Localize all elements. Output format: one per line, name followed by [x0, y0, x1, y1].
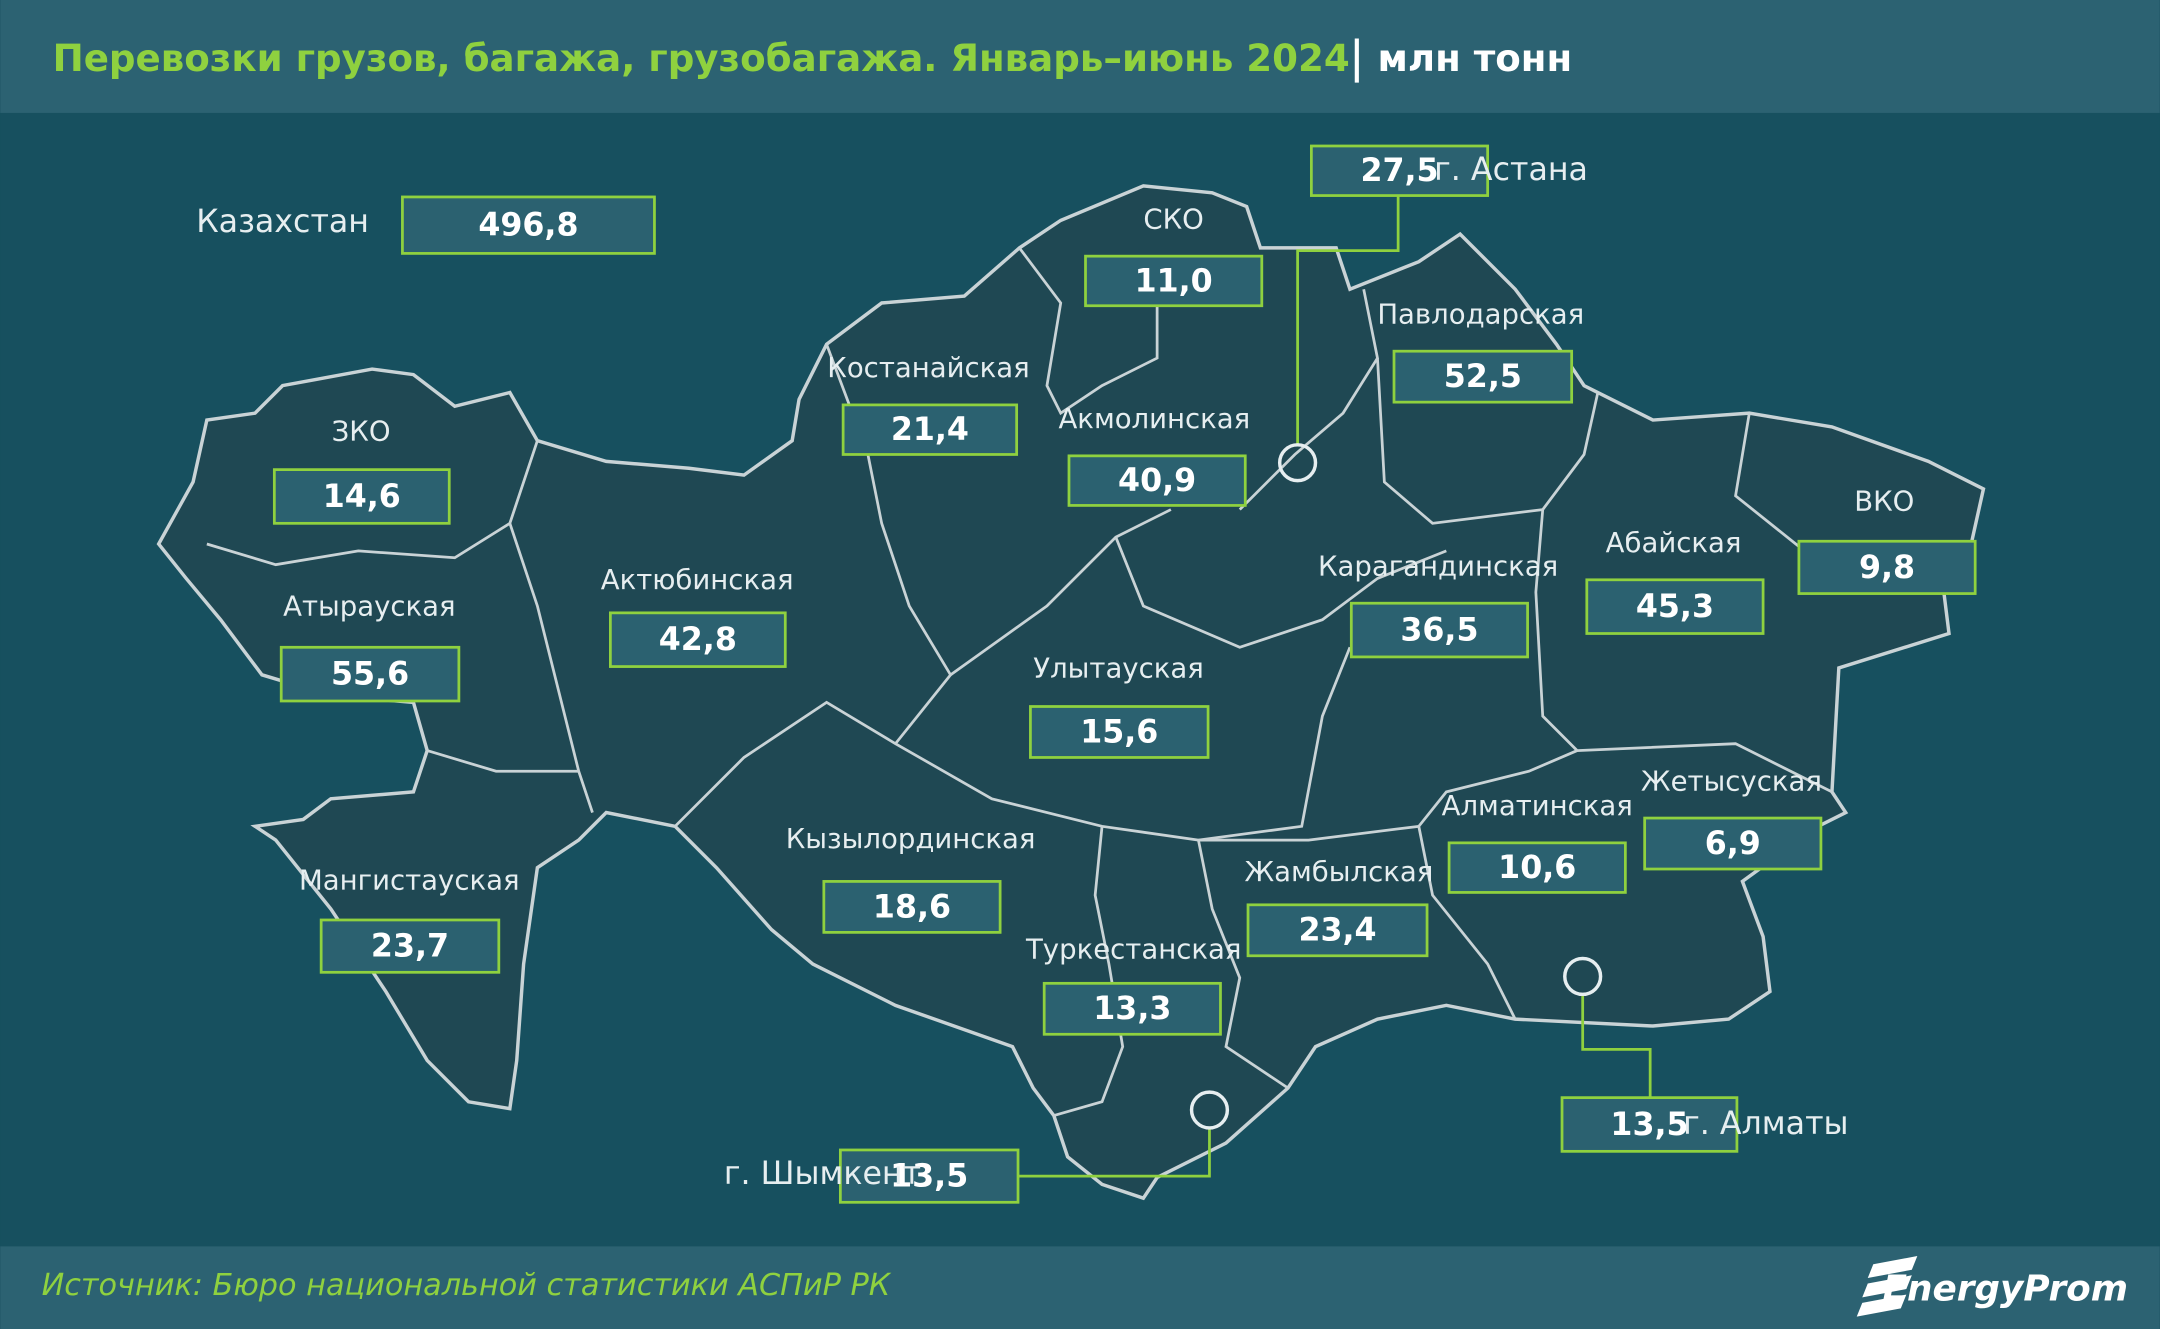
region-name: Акмолинская: [1058, 403, 1250, 435]
value-box: [841, 403, 1019, 456]
value-label: 36,5: [1400, 612, 1478, 648]
region-name: Атырауская: [283, 590, 455, 622]
value-box: [1309, 144, 1490, 197]
value-label: 23,7: [371, 929, 449, 965]
value-box: [401, 195, 656, 255]
value-box: [1560, 1096, 1739, 1153]
value-label: 23,4: [1298, 913, 1376, 949]
value-box: [1084, 254, 1264, 308]
region-name: Жамбылская: [1245, 856, 1434, 888]
title: Перевозки грузов, багажа, грузобагажа. Я…: [53, 36, 1350, 80]
leader-line: [1581, 994, 1652, 1098]
value-box: [279, 645, 461, 703]
region-name: Карагандинская: [1318, 550, 1558, 582]
value-box: [1447, 841, 1627, 894]
value-box: [822, 880, 1002, 934]
city-marker: [1563, 956, 1603, 997]
logo: EnergyProm: [1883, 1268, 2129, 1309]
value-box: [319, 918, 501, 974]
header-band: [0, 0, 2160, 113]
value-label: 13,5: [1610, 1107, 1688, 1143]
unit: млн тонн: [1377, 36, 1572, 80]
city-name: г. Астана: [1434, 152, 1588, 188]
value-label: 496,8: [478, 208, 578, 244]
value-label: 18,6: [873, 889, 951, 925]
city-name: г. Алматы: [1683, 1106, 1848, 1142]
value-label: 45,3: [1636, 589, 1714, 625]
value-label: 27,5: [1360, 153, 1438, 189]
region-name: Мангистауская: [299, 864, 520, 896]
region-name: ЗКО: [332, 415, 391, 447]
footer-band: [0, 1246, 2160, 1329]
region-borders: [206, 247, 1833, 1117]
value-label: 13,3: [1093, 991, 1171, 1027]
value-label: 14,6: [323, 479, 401, 515]
value-label: 9,8: [1859, 550, 1915, 586]
value-label: 13,5: [890, 1159, 968, 1195]
value-box: [608, 611, 787, 668]
value-box: [1585, 578, 1765, 635]
value-label: 52,5: [1444, 359, 1522, 395]
region-name: Кызылординская: [786, 823, 1036, 855]
labels-layer: Казахстан 496,8 СКО 11,0 Павлодарская 52,5 Кос…: [196, 144, 1977, 1204]
city-marker: [1189, 1090, 1230, 1130]
value-label: 40,9: [1118, 463, 1196, 499]
value-box: [1349, 601, 1529, 659]
value-box: [838, 1148, 1020, 1204]
value-label: 11,0: [1135, 263, 1213, 299]
value-box: [1067, 454, 1247, 507]
value-label: 6,9: [1705, 826, 1761, 862]
value-box: [1246, 903, 1429, 958]
region-name: ВКО: [1854, 486, 1914, 518]
value-label: 55,6: [331, 657, 409, 693]
region-name: Туркестанская: [1025, 933, 1241, 965]
region-name: СКО: [1143, 203, 1203, 235]
value-box: [1042, 981, 1222, 1036]
value-label: 15,6: [1080, 714, 1158, 750]
value-box: [1029, 705, 1210, 759]
leader-line: [1296, 195, 1400, 445]
region-name: Жетысуская: [1641, 765, 1822, 797]
region-name: Павлодарская: [1377, 298, 1584, 330]
value-box: [272, 468, 451, 525]
region-name: Улытауская: [1033, 652, 1204, 684]
region-name: Актюбинская: [601, 564, 794, 596]
country-outline: [156, 184, 1986, 1201]
value-label: 10,6: [1498, 850, 1576, 886]
region-name: Алматинская: [1442, 790, 1633, 822]
region-name: Костанайская: [827, 352, 1029, 384]
total-name: Казахстан: [196, 204, 369, 240]
value-label: 42,8: [659, 622, 737, 658]
region-name: Абайская: [1606, 527, 1742, 559]
logo-mark: [1856, 1256, 1918, 1317]
value-box: [1392, 349, 1574, 404]
value-box: [1643, 816, 1823, 871]
city-marker: [1277, 443, 1318, 483]
city-name: г. Шымкент: [724, 1156, 921, 1192]
value-label: 21,4: [891, 412, 969, 448]
source: Источник: Бюро национальной статистики А…: [42, 1268, 892, 1303]
value-box: [1797, 539, 1977, 595]
leader-line: [1018, 1127, 1211, 1178]
